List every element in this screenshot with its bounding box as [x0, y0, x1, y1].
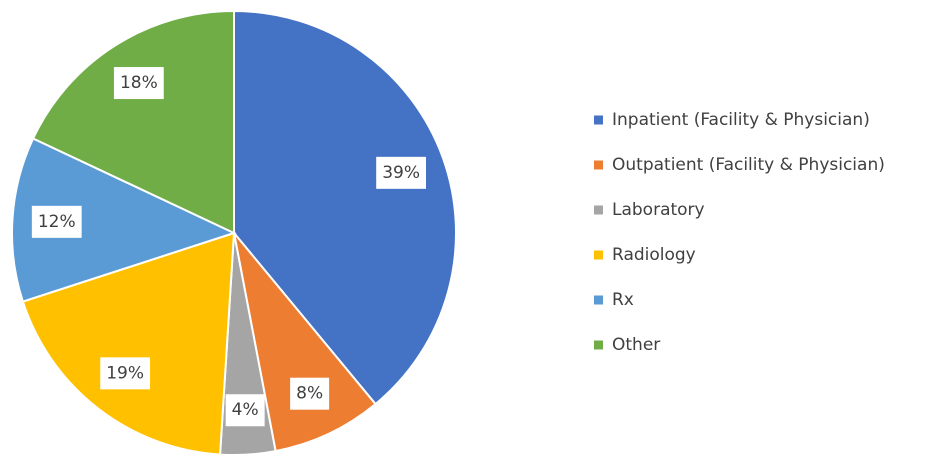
- data-label-bg: [225, 394, 265, 427]
- pie-slice: [233, 232, 377, 453]
- legend-label: Rx: [612, 290, 634, 310]
- legend-swatch: [594, 160, 603, 170]
- data-label: 39%: [382, 163, 420, 183]
- pie-slice: [31, 9, 235, 235]
- data-label: 4%: [232, 400, 259, 420]
- data-label-bg: [376, 156, 426, 189]
- legend-swatch: [594, 250, 603, 260]
- pie-slice: [11, 137, 237, 303]
- legend-label: Outpatient (Facility & Physician): [612, 155, 885, 175]
- legend-swatch: [594, 295, 603, 305]
- data-label: 19%: [106, 363, 144, 383]
- data-label-bg: [31, 205, 82, 238]
- data-label: 8%: [296, 384, 323, 404]
- data-label-bg: [290, 377, 330, 410]
- data-label: 12%: [38, 212, 76, 232]
- pie-slice: [21, 231, 236, 455]
- data-label-bg: [113, 67, 164, 100]
- pie-slice: [233, 9, 457, 406]
- data-label-bg: [100, 357, 151, 390]
- data-label: 18%: [120, 73, 158, 93]
- legend-swatch: [594, 340, 603, 350]
- legend-label: Other: [612, 335, 660, 355]
- legend-swatch: [594, 115, 603, 125]
- legend-label: Radiology: [612, 245, 696, 265]
- legend-swatch: [594, 205, 603, 215]
- legend-label: Laboratory: [612, 200, 705, 220]
- legend-label: Inpatient (Facility & Physician): [612, 110, 870, 130]
